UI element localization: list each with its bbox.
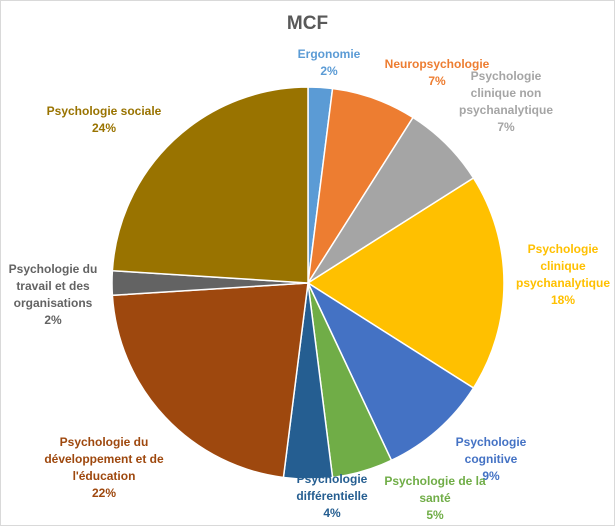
data-label: Psychologie différentielle 4% [282,471,382,522]
value-label: 24% [91,121,117,135]
slice [306,176,505,390]
category-label: Psychologie du développement et de l'édu… [44,435,164,483]
category-label: Psychologie différentielle [296,472,368,503]
value-label: 18% [550,293,576,307]
data-label: Psychologie clinique non psychanalytique… [451,68,561,136]
category-label: Psychologie clinique non psychanalytique [458,69,554,117]
data-label: Psychologie clinique psychanalytique 18% [513,241,613,309]
value-label: 2% [44,313,62,327]
value-label: 4% [323,506,341,520]
data-label: Ergonomie 2% [284,46,374,80]
category-label: Neuropsychologie [384,57,490,71]
value-label: 2% [320,64,338,78]
value-label: 7% [428,74,446,88]
data-label: Psychologie de la santé 5% [380,473,490,524]
category-label: Psychologie de la santé [384,474,486,505]
category-label: Psychologie sociale [46,104,162,118]
category-label: Ergonomie [297,47,361,61]
category-label: Psychologie clinique psychanalytique [515,242,611,290]
category-label: Psychologie cognitive [455,435,527,466]
value-label: 5% [426,508,444,522]
data-label: Neuropsychologie 7% [377,56,497,90]
slice [111,86,309,284]
value-label: 9% [482,469,500,483]
slice [111,282,309,479]
data-label: Psychologie du développement et de l'édu… [24,434,184,502]
value-label: 7% [497,120,515,134]
data-label: Psychologie sociale 24% [34,103,174,137]
data-label: Psychologie cognitive 9% [446,434,536,485]
category-label: Psychologie du travail et des organisati… [8,262,98,310]
chart-title: MCF [286,13,329,34]
data-label: Psychologie du travail et des organisati… [3,261,103,329]
slice [306,280,475,462]
value-label: 22% [91,486,117,500]
